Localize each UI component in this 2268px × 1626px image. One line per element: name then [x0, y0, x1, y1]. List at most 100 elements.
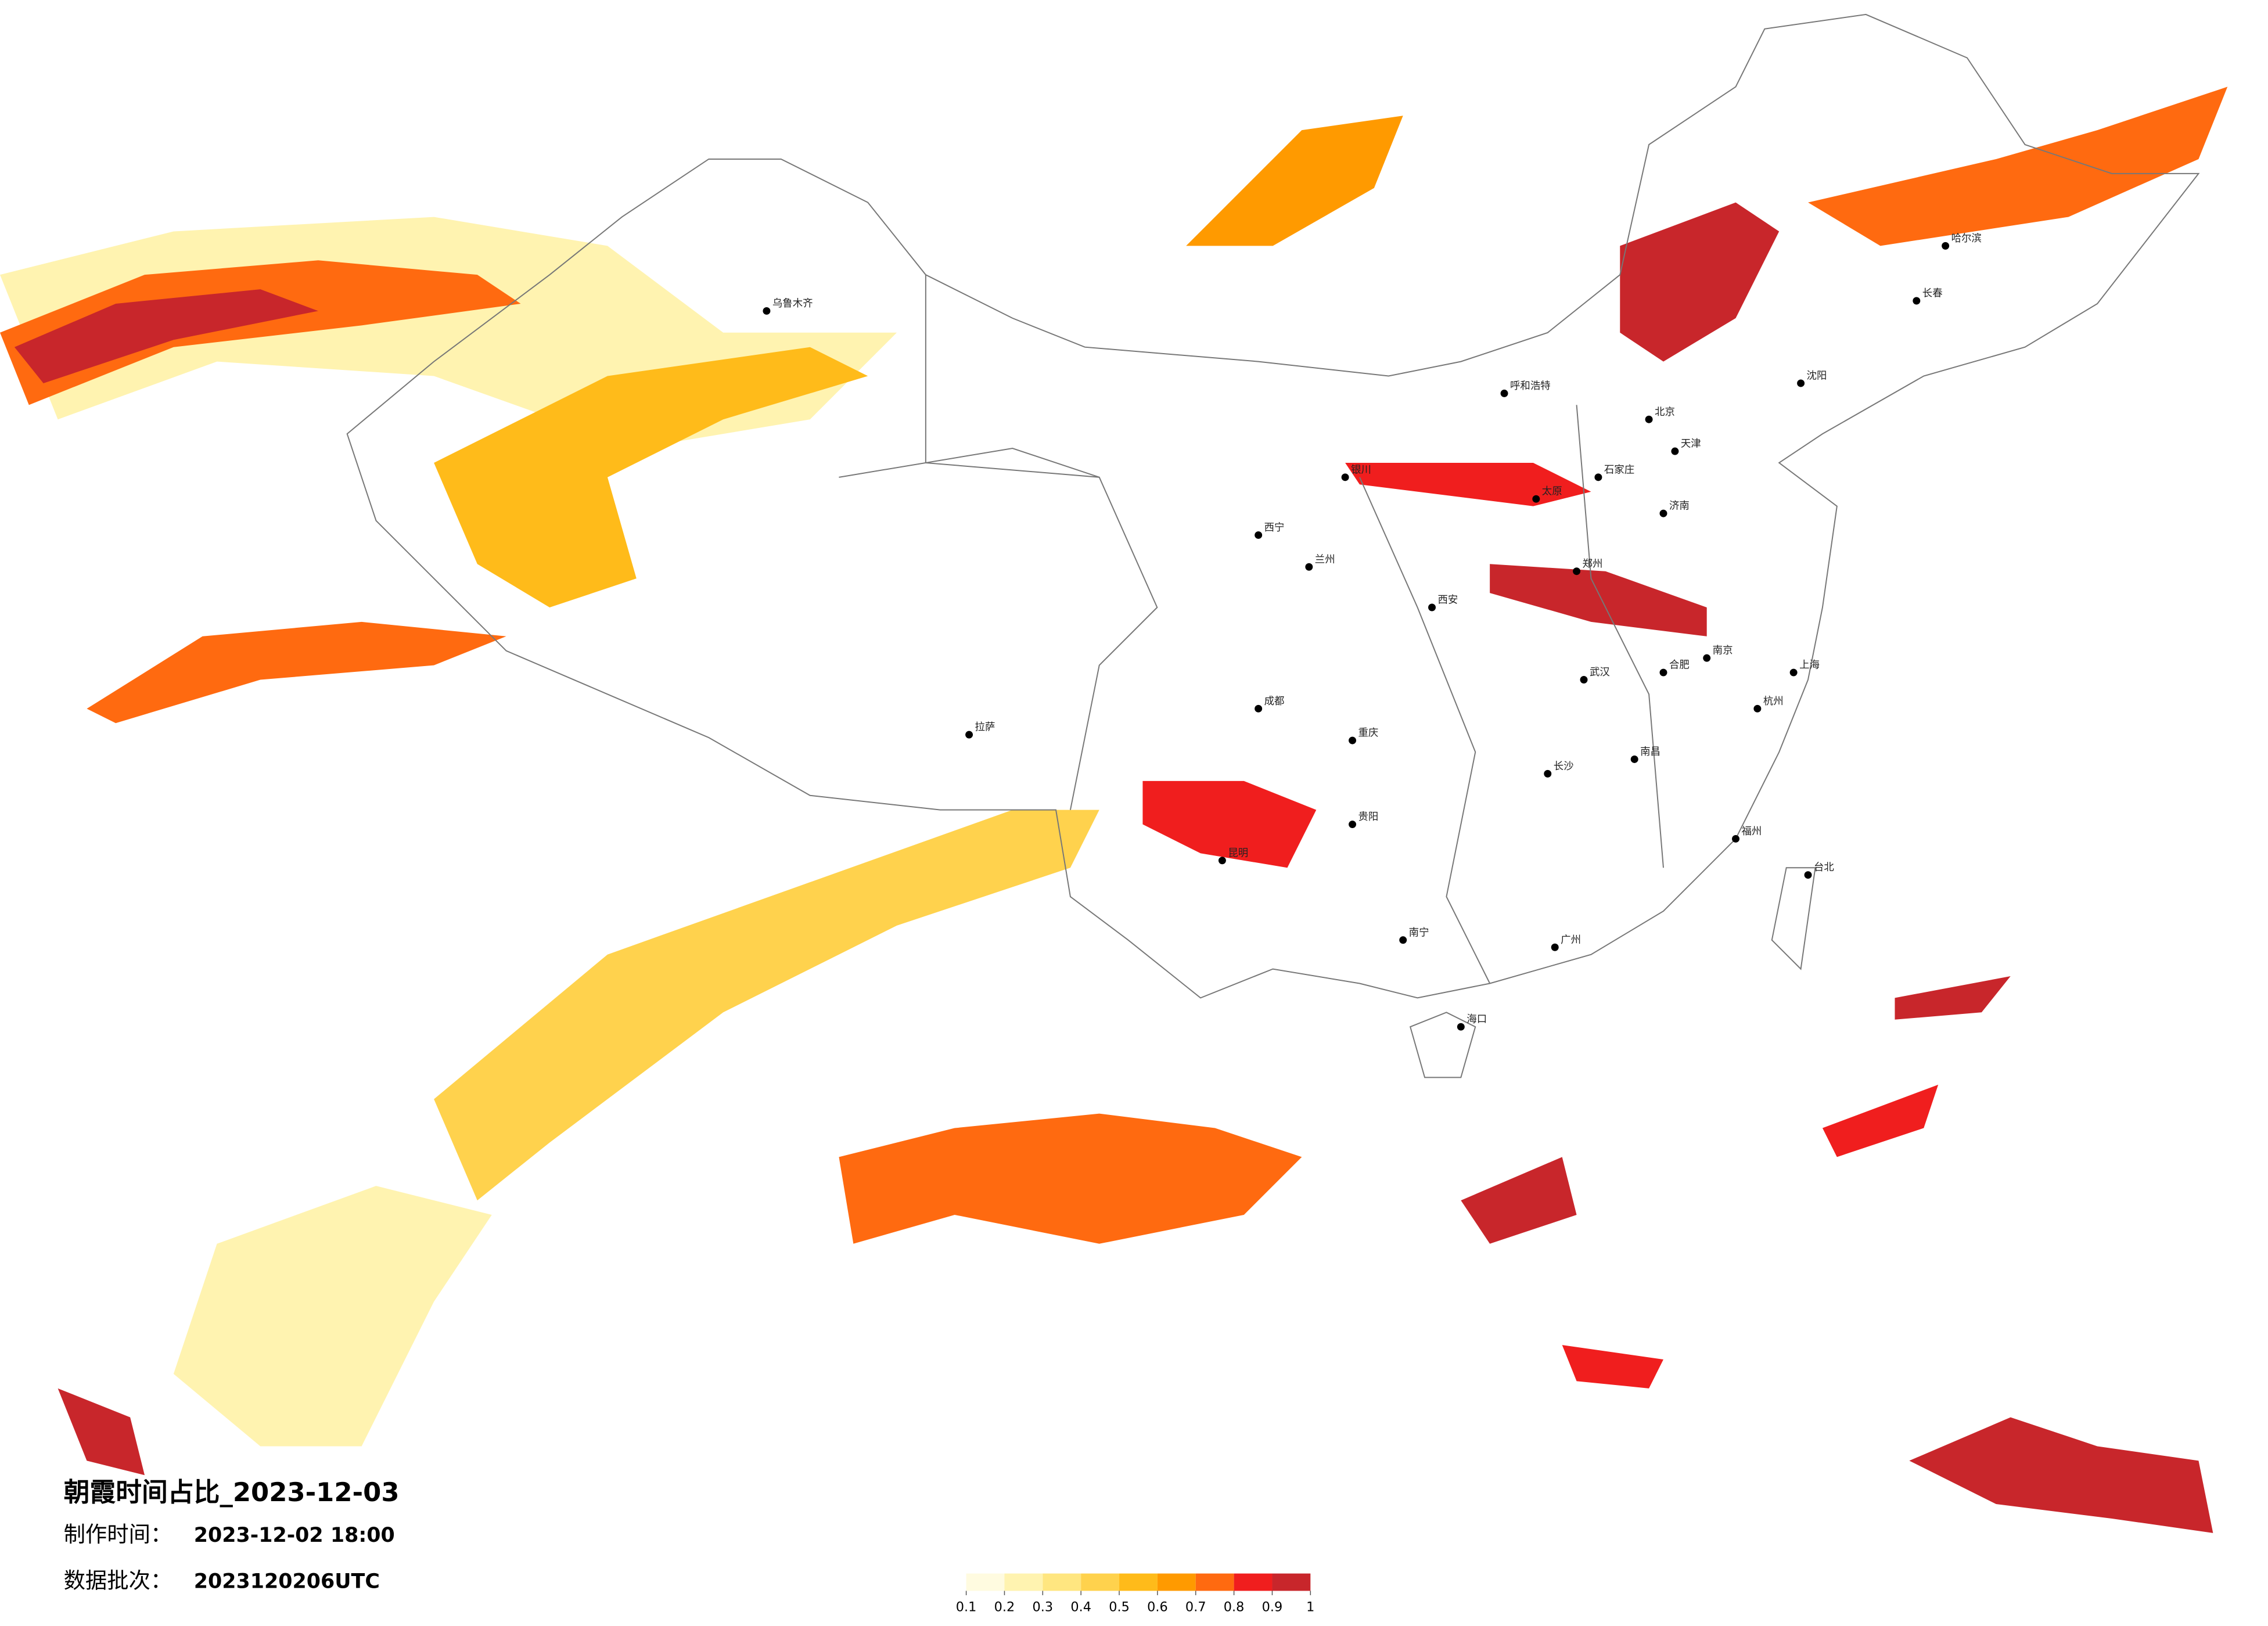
city-label: 上海 [1799, 660, 1820, 671]
colorbar-tick-label: 0.9 [1262, 1599, 1283, 1614]
colorbar-swatch [1081, 1573, 1120, 1591]
glow-area [1186, 116, 1403, 246]
glow-area [1142, 780, 1317, 868]
glow-area [434, 347, 868, 607]
city-label: 台北 [1814, 862, 1834, 873]
colorbar-swatch [1195, 1573, 1234, 1591]
colorbar-swatch [1272, 1573, 1311, 1591]
colorbar-tick-label: 0.2 [994, 1599, 1015, 1614]
city-label: 乌鲁木齐 [772, 298, 813, 310]
colorbar-swatch [1234, 1573, 1273, 1591]
colorbar-tick-label: 0.1 [956, 1599, 977, 1614]
city-dot [1659, 668, 1667, 677]
glow-area [14, 289, 318, 383]
city-label: 天津 [1681, 438, 1701, 450]
glow-area [1620, 202, 1780, 362]
city-label: 南京 [1713, 645, 1733, 657]
city-label: 福州 [1741, 826, 1762, 837]
colorbar-swatch [1157, 1573, 1196, 1591]
city-dot [1218, 857, 1226, 865]
city-dot [965, 731, 973, 739]
city-label: 石家庄 [1604, 464, 1634, 476]
city-label: 沈阳 [1807, 370, 1827, 382]
batch-value: 2023120206UTC [194, 1570, 380, 1593]
glow-area [57, 1388, 145, 1476]
batch-label: 数据批次： [64, 1568, 172, 1593]
province-line [1576, 405, 1664, 868]
city-dot [1532, 495, 1540, 503]
city-dot [1804, 871, 1812, 879]
glow-area [1461, 1157, 1577, 1244]
glow-area [0, 260, 521, 405]
city-label: 太原 [1542, 486, 1562, 498]
province-line [1359, 477, 1491, 984]
city-dot [763, 307, 771, 315]
glow-area [434, 810, 1099, 1201]
city-label: 长春 [1922, 288, 1943, 300]
city-dot [1500, 389, 1508, 397]
colorbar-swatch [1119, 1573, 1158, 1591]
colorbar-tick-label: 0.7 [1185, 1599, 1206, 1614]
city-dot [1551, 943, 1559, 951]
city-label: 济南 [1669, 501, 1690, 512]
glow-area [1895, 976, 2011, 1020]
city-dot [1671, 447, 1679, 455]
city-dot [1399, 936, 1407, 944]
city-label: 杭州 [1763, 696, 1784, 707]
city-label: 南昌 [1640, 746, 1660, 758]
country-outline [346, 13, 2200, 999]
city-label: 北京 [1655, 406, 1675, 418]
made-value: 2023-12-02 18:00 [194, 1524, 395, 1547]
city-dot [1913, 297, 1921, 305]
city-label: 呼和浩特 [1510, 380, 1551, 392]
colorbar: 0.1 0.2 0.3 0.4 0.5 0.6 0.7 0.8 0.9 1 [956, 1573, 1314, 1614]
sunrise-glow-field [0, 87, 2228, 1533]
city-label: 郑州 [1583, 558, 1603, 570]
city-dot [1659, 509, 1667, 517]
map-title: 朝霞时间占比_2023-12-03 [64, 1477, 400, 1508]
city-dot [1753, 704, 1762, 713]
city-dot [1594, 473, 1602, 481]
city-label: 海口 [1467, 1014, 1487, 1026]
borders [346, 13, 2200, 1078]
city-label: 南宁 [1409, 927, 1429, 938]
city-dot [1255, 704, 1263, 713]
city-dot [1789, 668, 1798, 677]
colorbar-tick-label: 1 [1306, 1599, 1314, 1614]
glow-area [1822, 1084, 1939, 1157]
colorbar-swatch [1043, 1573, 1081, 1591]
glow-area [1808, 87, 2228, 246]
city-label: 贵阳 [1358, 811, 1379, 823]
city-dot [1703, 654, 1711, 662]
island-outline [1771, 867, 1816, 970]
city-label: 武汉 [1590, 667, 1610, 678]
city-dot [1457, 1023, 1465, 1031]
city-dot [1544, 769, 1552, 778]
city-dot [1645, 415, 1653, 423]
glow-area [839, 1113, 1302, 1244]
city-label: 西宁 [1264, 522, 1285, 534]
colorbar-tick-label: 0.5 [1109, 1599, 1130, 1614]
city-dot [1797, 379, 1805, 387]
city-dot [1573, 567, 1581, 575]
glow-area [1345, 462, 1591, 506]
colorbar-tick-label: 0.6 [1147, 1599, 1168, 1614]
city-dot [1349, 821, 1357, 829]
province-line [925, 275, 1158, 810]
glow-area [1490, 564, 1707, 636]
city-dot [1305, 563, 1313, 571]
city-label: 重庆 [1358, 728, 1379, 739]
glow-area [1909, 1417, 2213, 1533]
province-line [839, 448, 1100, 478]
city-label: 成都 [1264, 696, 1285, 707]
glow-area [87, 621, 506, 724]
colorbar-swatch [1004, 1573, 1043, 1591]
city-dot [1580, 676, 1588, 684]
city-dot [1341, 473, 1349, 481]
city-dot [1428, 603, 1436, 611]
city-label: 西安 [1437, 595, 1458, 606]
island-outline [1409, 1012, 1476, 1078]
